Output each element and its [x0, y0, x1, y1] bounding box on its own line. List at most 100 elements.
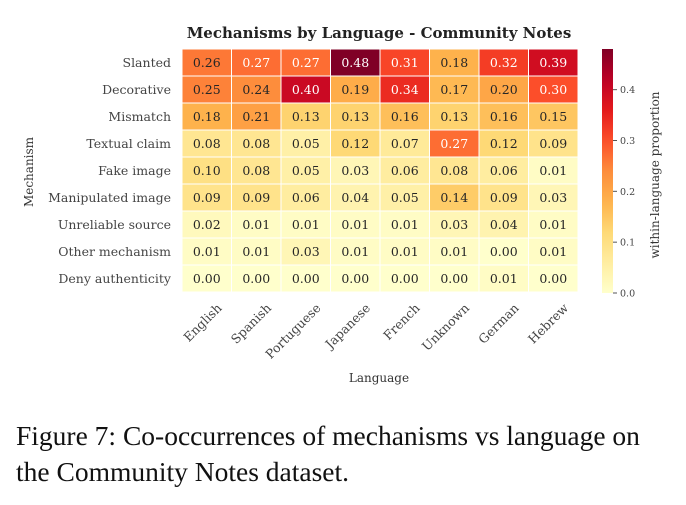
heatmap-cell — [231, 102, 282, 131]
cell-value-label: 0.13 — [341, 109, 369, 124]
colorbar-gradient — [602, 49, 613, 293]
heatmap-cell — [280, 102, 331, 131]
cell-value-label: 0.08 — [242, 163, 270, 178]
row-label: Manipulated image — [48, 190, 171, 205]
cell-value-label: 0.01 — [242, 244, 270, 259]
heatmap-cell — [478, 129, 529, 158]
cell-value-label: 0.20 — [490, 82, 518, 97]
cell-value-label: 0.05 — [391, 190, 419, 205]
column-label: Hebrew — [525, 300, 571, 346]
column-label: German — [475, 300, 521, 346]
cell-value-label: 0.05 — [292, 136, 320, 151]
cell-value-label: 0.03 — [539, 190, 567, 205]
cell-value-label: 0.39 — [539, 55, 567, 70]
heatmap-cell — [379, 102, 430, 131]
heatmap-cell — [280, 264, 331, 293]
cell-value-label: 0.05 — [292, 163, 320, 178]
heatmap-cell — [379, 237, 430, 266]
cell-value-label: 0.06 — [490, 163, 518, 178]
heatmap-cell — [379, 183, 430, 212]
cell-value-label: 0.15 — [539, 109, 567, 124]
cell-value-label: 0.27 — [440, 136, 468, 151]
row-labels: Slanted Decorative Mismatch Textual claim Fa… — [48, 55, 172, 286]
column-label: Japanese — [321, 300, 373, 352]
cell-value-label: 0.17 — [440, 82, 468, 97]
colorbar-tick-label: 0.1 — [620, 238, 635, 249]
heatmap-cell — [379, 264, 430, 293]
cell-value-label: 0.12 — [490, 136, 518, 151]
heatmap-cell — [528, 75, 579, 104]
heatmap-cell — [330, 102, 381, 131]
heatmap-cell — [231, 75, 282, 104]
heatmap-cell — [330, 75, 381, 104]
heatmap-cell — [429, 75, 480, 104]
cell-value-label: 0.31 — [391, 55, 419, 70]
cell-value-label: 0.01 — [341, 244, 369, 259]
cell-value-label: 0.01 — [391, 244, 419, 259]
heatmap-cell — [231, 183, 282, 212]
cell-value-label: 0.27 — [242, 55, 270, 70]
cell-value-label: 0.01 — [391, 217, 419, 232]
cell-value-label: 0.08 — [440, 163, 468, 178]
cell-value-label: 0.13 — [292, 109, 320, 124]
cell-value-label: 0.12 — [341, 136, 369, 151]
row-label: Other mechanism — [58, 244, 171, 259]
cell-value-label: 0.09 — [490, 190, 518, 205]
heatmap-cell — [429, 264, 480, 293]
cell-value-label: 0.01 — [341, 217, 369, 232]
cell-value-label: 0.03 — [440, 217, 468, 232]
cell-value-label: 0.08 — [193, 136, 221, 151]
heatmap-cell — [280, 129, 331, 158]
cell-value-label: 0.00 — [341, 271, 369, 286]
row-label: Mismatch — [108, 109, 171, 124]
cell-value-label: 0.18 — [440, 55, 468, 70]
cell-value-label: 0.21 — [242, 109, 270, 124]
cell-value-label: 0.25 — [193, 82, 221, 97]
column-label: Spanish — [228, 300, 274, 346]
heatmap-cell — [181, 102, 232, 131]
colorbar-tick-label: 0.0 — [620, 289, 635, 300]
cell-value-label: 0.32 — [490, 55, 518, 70]
heatmap-cell — [429, 48, 480, 77]
row-label: Decorative — [102, 82, 171, 97]
cell-value-label: 0.01 — [539, 244, 567, 259]
cell-value-label: 0.00 — [440, 271, 468, 286]
column-label: Unknown — [419, 300, 472, 353]
row-label: Fake image — [98, 163, 171, 178]
cell-value-label: 0.09 — [242, 190, 270, 205]
cell-value-label: 0.00 — [193, 271, 221, 286]
heatmap-cell — [231, 210, 282, 239]
colorbar-label: within-language proportion — [648, 91, 662, 258]
x-axis-label: Language — [349, 371, 409, 385]
heatmap-cell — [181, 210, 232, 239]
y-axis-label: Mechanism — [22, 136, 36, 207]
heatmap-cell — [528, 264, 579, 293]
figure-caption: Figure 7: Co-occurrences of mechanisms v… — [16, 420, 640, 487]
cell-value-label: 0.08 — [242, 136, 270, 151]
chart-title: Mechanisms by Language - Community Notes — [187, 24, 572, 42]
cell-value-label: 0.24 — [242, 82, 270, 97]
cell-value-label: 0.26 — [193, 55, 221, 70]
heatmap-cell — [528, 48, 579, 77]
cell-value-label: 0.06 — [391, 163, 419, 178]
cell-value-label: 0.27 — [292, 55, 320, 70]
cell-value-label: 0.19 — [341, 82, 369, 97]
cell-value-label: 0.03 — [292, 244, 320, 259]
heatmap-cell — [231, 48, 282, 77]
heatmap-cell — [181, 48, 232, 77]
heatmap-cell — [429, 183, 480, 212]
heatmap-cell — [280, 237, 331, 266]
cell-value-label: 0.01 — [440, 244, 468, 259]
heatmap-cell — [330, 156, 381, 185]
heatmap-cell — [429, 210, 480, 239]
row-label: Deny authenticity — [58, 271, 172, 286]
cell-value-label: 0.01 — [242, 217, 270, 232]
cell-value-label: 0.06 — [292, 190, 320, 205]
heatmap-cell — [528, 183, 579, 212]
cell-value-label: 0.48 — [341, 55, 369, 70]
row-label: Textual claim — [86, 136, 171, 151]
heatmap-cells: 0.26 0.27 0.27 0.48 0.31 0.18 0.32 0.39 0.25 0.24… — [181, 48, 579, 293]
heatmap-cell — [478, 102, 529, 131]
cell-value-label: 0.14 — [440, 190, 468, 205]
